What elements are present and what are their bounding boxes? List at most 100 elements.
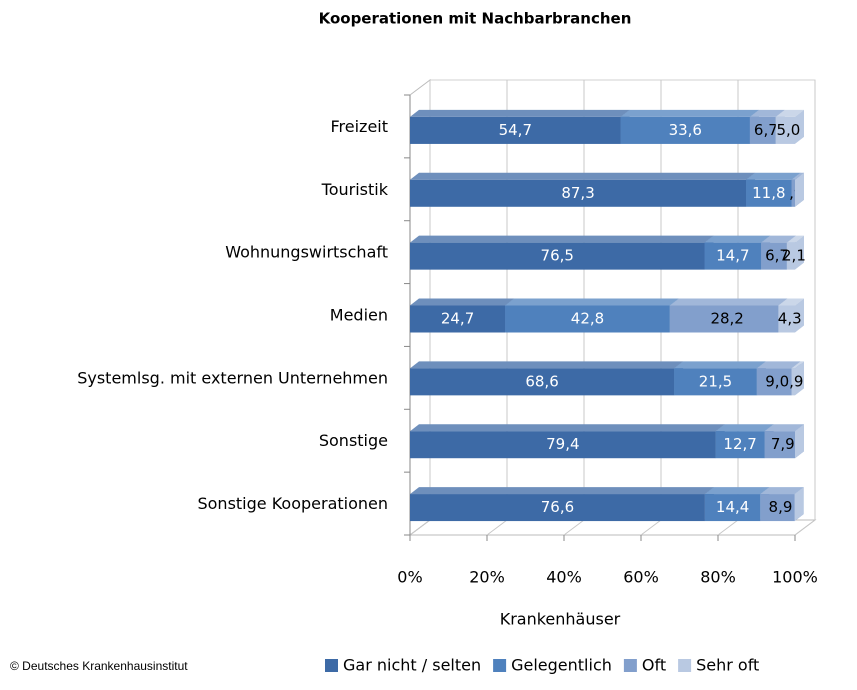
y-tick-label: Touristik [321,180,389,199]
bar-front [410,431,716,459]
value-label: 33,6 [669,121,702,139]
value-label: 21,5 [699,372,732,390]
bar-segment [775,109,804,144]
bar-top [775,109,804,117]
bar-front [761,242,787,270]
floor [408,519,817,536]
bar-side [795,298,804,333]
bar-front [749,116,776,144]
bar-top [761,235,796,243]
value-label: 68,6 [525,372,558,390]
bar-side [795,361,804,396]
value-label: 8,9 [769,498,793,516]
bar-front [410,305,506,333]
bar-top [756,361,801,369]
bar-front [756,368,792,396]
value-label: 7,9 [771,435,795,453]
bar-top [669,298,788,306]
value-label: 5,0 [776,121,800,139]
bar-segment [620,109,759,144]
bar-top [410,172,756,180]
bar-front [764,431,795,459]
bar-front [746,179,792,207]
value-label: 14,7 [716,247,749,265]
legend-swatch [325,659,338,672]
source: © Deutsches Krankenhausinstitut [10,659,188,673]
bar-top [791,361,804,369]
bar-top [410,298,515,306]
bar-top [764,424,804,432]
bar-top [620,109,759,117]
legend-label: Gelegentlich [511,656,612,675]
value-label: 24,7 [441,310,474,328]
bar-top [505,298,679,306]
bar-top [674,361,766,369]
bar-top [410,361,684,369]
x-tick-label: 80% [700,568,736,587]
bar-segment [505,298,679,333]
x-tick-label: 40% [546,568,582,587]
bar-top [704,235,771,243]
bar-top [749,109,785,117]
value-label: 6,7 [754,121,778,139]
bar-top [746,172,801,180]
bar-segment [791,361,804,396]
bar-front [760,494,795,522]
bar-front [620,116,750,144]
value-label: 76,5 [541,247,574,265]
bar-segment [778,298,804,333]
bar-front [410,368,675,396]
bar-front [410,179,747,207]
bar-top [791,172,804,180]
value-label: ,9 [789,372,803,390]
bar-front [704,242,762,270]
bar-side [795,172,804,207]
y-tick-label: Freizeit [330,117,388,136]
bar-front [704,494,761,522]
legend-label: Oft [642,656,666,675]
x-tick-label: 20% [469,568,505,587]
bar-front [410,494,705,522]
bar-segment [795,424,804,459]
value-label: 79,4 [546,435,579,453]
bar-front [715,431,765,459]
legend-label: Gar nicht / selten [343,656,481,675]
bar-front [410,242,705,270]
bar-front [669,305,779,333]
y-tick-label: Sonstige [319,431,388,450]
bar-top [410,235,714,243]
bar-side [794,487,804,522]
value-label: 54,7 [499,121,532,139]
bar-segment [786,235,804,270]
value-label: 28,2 [710,310,743,328]
value-label: 76,6 [541,498,574,516]
bar-front [778,305,795,333]
y-tick-label: Sonstige Kooperationen [197,494,388,513]
chart-title: Kooperationen mit Nachbarbranchen [319,10,632,28]
value-label: 6,7 [765,247,789,265]
x-tick-label: 100% [772,568,818,587]
y-tick-label: Systemlsg. mit externen Unternehmen [77,368,388,387]
bar-top [410,109,630,117]
bar-side [795,109,804,144]
bar-top [704,487,770,495]
bar-segment [410,172,756,207]
legend-swatch [493,659,507,672]
value-label: 9,0 [765,372,789,390]
legend-label: Sehr oft [696,656,759,675]
x-tick-label: 60% [623,568,659,587]
bar-segment [795,172,804,207]
bar-top [760,487,804,495]
bar-front [410,116,621,144]
bar-front [775,116,795,144]
x-axis-title: Krankenhäuser [500,610,621,629]
bar-segment [674,361,766,396]
value-label: 42,8 [571,310,604,328]
legend-swatch [623,659,637,672]
bar-side [795,235,804,270]
value-label: 4,3 [778,310,802,328]
y-tick-label: Medien [330,306,388,325]
value-label: 12,7 [723,435,756,453]
